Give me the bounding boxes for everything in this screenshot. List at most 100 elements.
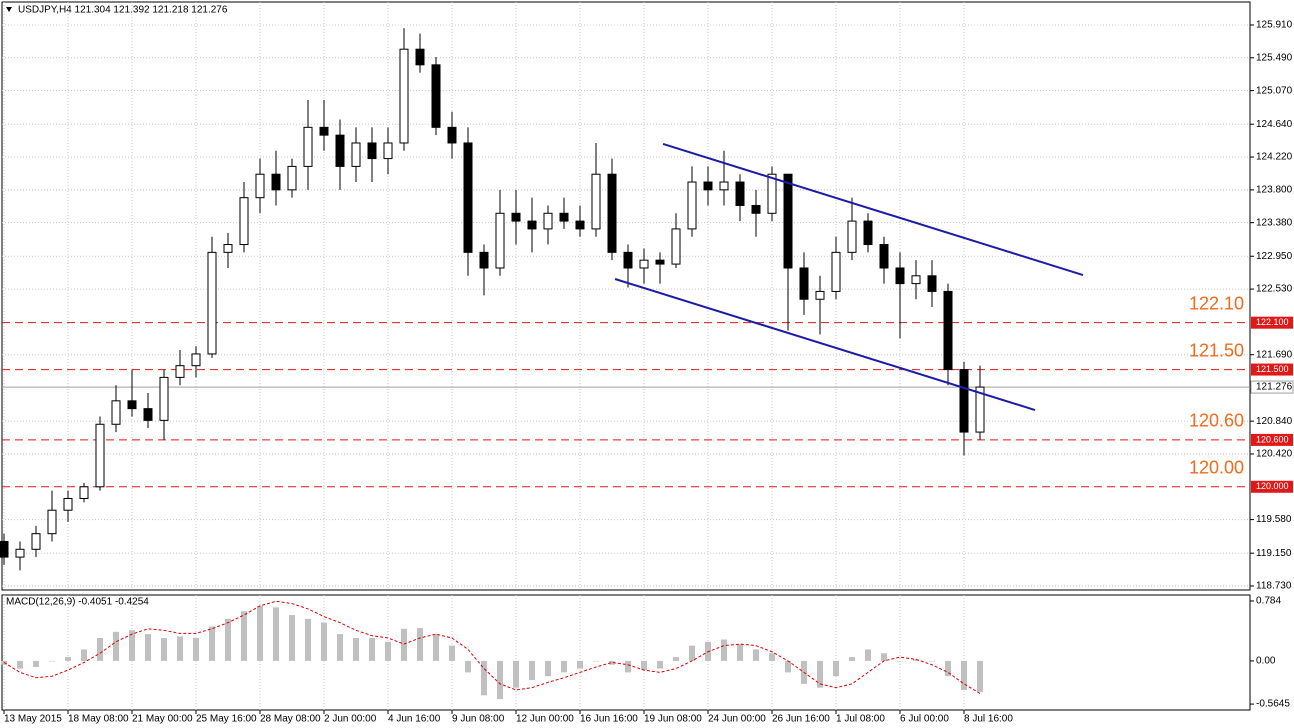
candle-body [287, 165, 297, 191]
y-tick-label: 0.00 [1256, 656, 1276, 667]
level-label: 122.10 [1189, 293, 1244, 313]
x-tick-label: 25 May 16:00 [196, 714, 257, 725]
macd-bar [961, 660, 967, 690]
candle-body [543, 212, 553, 230]
macd-bar [833, 660, 839, 677]
y-tick-label: 122.950 [1256, 251, 1293, 262]
y-tick-label: 125.490 [1256, 52, 1293, 63]
level-axis-box [1251, 363, 1293, 376]
x-tick-label: 13 May 2015 [4, 714, 62, 725]
candle-body [607, 173, 617, 253]
y-tick-label: 122.530 [1256, 284, 1293, 295]
collapse-icon [6, 7, 12, 12]
candle-body [159, 376, 169, 421]
candle-body [559, 212, 569, 222]
candle-body [367, 142, 377, 160]
macd-panel [1, 594, 1251, 711]
candle-body [143, 408, 153, 421]
candle-body [671, 228, 681, 265]
candle-body [687, 181, 697, 230]
macd-bar [417, 628, 423, 661]
candle-body [783, 173, 793, 269]
y-tick-label: 123.380 [1256, 217, 1293, 228]
current-price-box [1250, 380, 1294, 394]
candle-body [495, 212, 505, 269]
macd-bar [65, 657, 71, 661]
macd-bar [625, 660, 631, 673]
macd-bar [289, 615, 295, 661]
macd-bar [129, 630, 135, 661]
macd-bar [385, 641, 391, 661]
candle-body [895, 267, 905, 285]
macd-bar [241, 611, 247, 661]
x-tick-label: 24 Jun 00:00 [708, 714, 766, 725]
macd-bar [481, 660, 487, 696]
macd-bar [497, 660, 503, 700]
macd-bar [49, 660, 55, 662]
x-tick-label: 21 May 00:00 [132, 714, 193, 725]
y-tick-label: 119.580 [1256, 514, 1292, 525]
macd-bar [401, 628, 407, 661]
macd-bar [257, 605, 263, 661]
macd-bar [609, 660, 615, 665]
level-axis-box [1251, 433, 1293, 446]
macd-bar [145, 634, 151, 661]
macd-bar [817, 660, 823, 688]
macd-bar [321, 622, 327, 661]
x-tick-label: 28 May 08:00 [260, 714, 321, 725]
candle-body [399, 48, 409, 144]
level-label: 120.00 [1189, 458, 1244, 478]
macd-bar [865, 649, 871, 661]
macd-bar [353, 637, 359, 661]
candle-body [879, 244, 889, 269]
candle-body [911, 275, 921, 285]
macd-bar [897, 660, 903, 662]
x-tick-label: 26 Jun 16:00 [772, 714, 830, 725]
candle-body [271, 173, 281, 191]
candle-body [127, 400, 137, 410]
candle-body [847, 220, 857, 253]
macd-bar [785, 660, 791, 673]
macd-bar [977, 660, 983, 692]
level-axis-box [1251, 316, 1293, 329]
chart-title: USDJPY,H4 121.304 121.392 121.218 121.27… [18, 5, 228, 16]
macd-bar [513, 660, 519, 688]
macd-bar [97, 637, 103, 661]
candle-body [735, 181, 745, 206]
y-tick-label: 120.840 [1256, 416, 1293, 427]
signal-line [3, 600, 981, 694]
macd-bar [17, 660, 23, 669]
candle-body [175, 365, 185, 378]
macd-bar [753, 649, 759, 661]
level-axis-label: 120.000 [1256, 481, 1289, 491]
macd-bar [305, 618, 311, 661]
macd-bar [945, 660, 951, 677]
x-tick-label: 16 Jun 16:00 [580, 714, 638, 725]
candle-body [383, 142, 393, 160]
candle-body [351, 142, 361, 167]
x-tick-label: 8 Jul 16:00 [964, 714, 1013, 725]
candle-body [943, 290, 953, 371]
level-label: 121.50 [1189, 340, 1244, 360]
macd-bar [449, 645, 455, 661]
macd-bar [433, 634, 439, 661]
candle-body [479, 251, 489, 269]
level-axis-label: 120.600 [1256, 434, 1289, 444]
candle-body [511, 212, 521, 222]
candle-body [63, 497, 73, 511]
macd-bar [225, 618, 231, 661]
candle-body [431, 64, 441, 128]
macd-bar [673, 657, 679, 661]
candle-body [255, 173, 265, 199]
candle-body [799, 267, 809, 300]
y-tick-label: 123.800 [1256, 184, 1293, 195]
candle-body [751, 204, 761, 214]
macd-bar [689, 645, 695, 661]
macd-title: MACD(12,26,9) -0.4051 -0.4254 [6, 597, 149, 608]
level-axis-box [1251, 480, 1293, 493]
macd-bar [657, 660, 663, 669]
candle-body [815, 290, 825, 300]
macd-bar [81, 649, 87, 661]
y-tick-label: 119.150 [1256, 548, 1292, 559]
macd-bar [913, 659, 919, 661]
